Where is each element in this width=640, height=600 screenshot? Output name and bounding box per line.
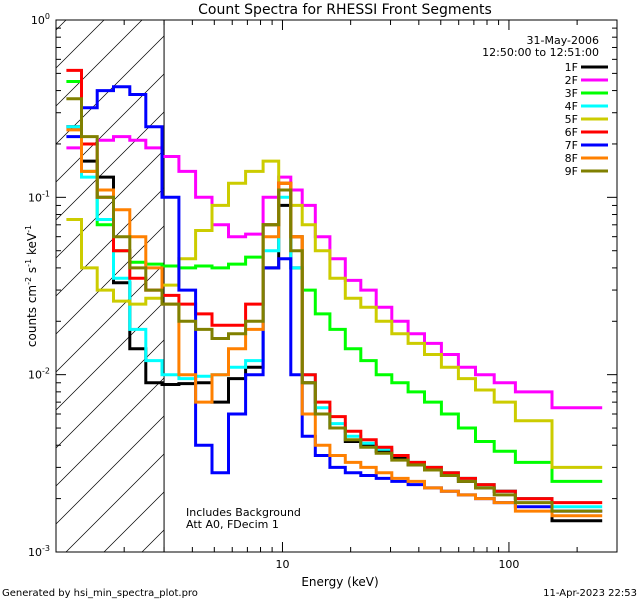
legend-label-3f: 3F (565, 87, 578, 100)
hatch-line (56, 377, 165, 487)
legend-label-9f: 9F (565, 165, 578, 178)
hatch-line (56, 187, 165, 297)
y-tick-label: 10-2 (28, 367, 50, 382)
hatch-line (65, 453, 165, 552)
time-range-label: 12:50:00 to 12:51:00 (482, 46, 599, 59)
legend-label-5f: 5F (565, 113, 578, 126)
hatch-line (103, 491, 165, 552)
hatch-line (56, 111, 165, 221)
series-layer (66, 68, 603, 523)
x-tick-label: 10 (275, 558, 289, 571)
legend-label-8f: 8F (565, 152, 578, 165)
series-9f (66, 97, 603, 513)
legend-label-1f: 1F (565, 61, 578, 74)
plot-frame (55, 19, 618, 553)
y-tick-label: 10-1 (28, 189, 50, 204)
hatch-line (56, 225, 165, 335)
hatch-line (56, 20, 143, 107)
y-tick-label: 10-3 (28, 544, 50, 559)
y-tick-label: 100 (31, 12, 50, 27)
annotation-background: Includes Background (186, 506, 301, 519)
annotation-attenuator: Att A0, FDecim 1 (186, 518, 279, 531)
date-label: 31-May-2006 (527, 34, 599, 47)
series-8f (66, 128, 603, 518)
series-5f (66, 159, 603, 469)
y-tick-labels: 10-3 10-2 10-1 100 (28, 12, 50, 559)
hatch-line (56, 263, 165, 373)
x-tick-label: 100 (498, 558, 519, 571)
footer-generated-by: Generated by hsi_min_spectra_plot.pro (2, 588, 198, 599)
legend-label-7f: 7F (565, 139, 578, 152)
chart-title: Count Spectra for RHESSI Front Segments (198, 2, 492, 18)
legend-label-4f: 4F (565, 100, 578, 113)
footer-timestamp: 11-Apr-2023 22:53 (543, 588, 637, 599)
x-axis-label: Energy (keV) (301, 575, 378, 589)
legend-label-6f: 6F (565, 126, 578, 139)
axis-ticks (55, 19, 618, 553)
hatch-line (56, 415, 165, 525)
hatch-line (56, 73, 165, 183)
x-tick-labels: 10 100 (275, 558, 519, 571)
legend-label-2f: 2F (565, 74, 578, 87)
series-2f (66, 135, 603, 410)
y-axis-label: counts cm-2 s-1 keV-1 (24, 225, 39, 347)
series-4f (66, 125, 603, 509)
